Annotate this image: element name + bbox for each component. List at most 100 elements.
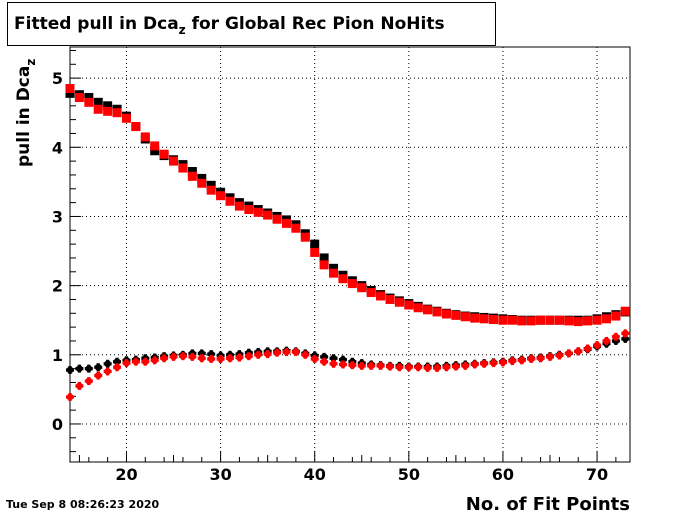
data-point-core (612, 333, 620, 341)
data-point-core (499, 359, 507, 366)
data-point (385, 294, 395, 304)
y-tick-label: 2 (52, 277, 63, 296)
data-point-core (414, 363, 422, 371)
data-point (479, 314, 489, 324)
data-point-core (85, 377, 93, 385)
data-point (225, 196, 235, 206)
data-point-core (76, 365, 83, 373)
data-point-core (123, 359, 130, 367)
data-point-core (518, 356, 526, 364)
data-point-core (141, 358, 149, 366)
data-point-core (339, 361, 347, 368)
data-point-core (386, 363, 394, 370)
data-point (74, 92, 84, 102)
data-point-core (113, 363, 121, 371)
data-point (253, 207, 263, 217)
data-point-core (330, 360, 337, 368)
data-point (404, 300, 414, 310)
data-point-core (283, 348, 290, 356)
data-point (300, 232, 310, 242)
data-point (470, 313, 480, 323)
data-point (460, 312, 470, 322)
data-point (498, 315, 508, 325)
data-point-core (207, 350, 215, 358)
data-point-core (113, 358, 121, 366)
data-point-core (603, 337, 610, 345)
series-0 (65, 88, 630, 325)
data-point-core (367, 362, 375, 370)
data-point (394, 297, 404, 307)
data-point (93, 97, 103, 107)
data-point-core (132, 358, 140, 366)
data-point-core (94, 363, 102, 371)
data-point-core (433, 364, 441, 372)
data-point-core (508, 357, 516, 365)
data-point-core (452, 363, 460, 370)
x-axis-label: No. of Fit Points (466, 494, 630, 514)
data-point (329, 268, 339, 278)
data-point (310, 247, 320, 257)
data-point (131, 122, 141, 132)
data-point-core (254, 351, 262, 359)
data-point-core (85, 365, 93, 373)
data-point-core (179, 352, 187, 360)
data-point-core (245, 352, 253, 360)
y-tick-label: 3 (52, 207, 63, 226)
data-point (187, 171, 197, 181)
data-point (376, 291, 386, 301)
data-point-core (621, 335, 629, 343)
timestamp: Tue Sep 8 08:26:23 2020 (6, 498, 160, 511)
data-point-core (301, 351, 309, 359)
data-point (554, 315, 564, 325)
data-point-core (537, 354, 544, 362)
data-point-core (170, 353, 177, 361)
data-point-core (292, 348, 300, 356)
data-point (489, 315, 499, 325)
data-point-core (565, 350, 573, 357)
data-point-core (584, 345, 592, 352)
data-point (84, 97, 94, 107)
data-point (65, 88, 75, 98)
data-point (611, 311, 621, 321)
data-point (197, 173, 207, 183)
y-tick-label: 0 (52, 415, 63, 434)
axis-ticks: 20 30 40 50 60 70 0 1 2 3 4 5 (52, 49, 617, 484)
data-point-core (574, 347, 582, 355)
data-point (197, 178, 207, 188)
x-tick-label: 40 (304, 465, 326, 484)
data-point-core (348, 361, 356, 369)
title-box: Fitted pull in Dcaz for Global Rec Pion … (7, 2, 496, 46)
data-point-core (405, 363, 413, 371)
data-point (507, 315, 517, 325)
data-series (65, 84, 630, 401)
data-point-core (160, 354, 168, 362)
data-point (620, 306, 630, 316)
data-point (206, 185, 216, 195)
data-point (573, 317, 583, 327)
data-point-core (320, 353, 328, 361)
data-point-core (188, 353, 196, 361)
data-point-core (339, 356, 347, 364)
data-point (413, 303, 423, 313)
data-point (159, 149, 169, 159)
data-point-core (151, 356, 159, 364)
data-point (187, 167, 197, 176)
y-axis-label: pull in Dcaz (14, 59, 38, 167)
data-point (451, 310, 461, 320)
data-point-core (66, 366, 74, 374)
x-tick-label: 60 (492, 465, 514, 484)
data-point (319, 253, 329, 263)
data-point-core (104, 360, 112, 368)
data-point (423, 305, 433, 315)
data-point (244, 205, 254, 215)
data-point-core (546, 353, 554, 361)
data-point-core (207, 355, 215, 363)
x-tick-label: 20 (115, 465, 137, 484)
data-point (592, 315, 602, 325)
series-1 (65, 84, 630, 327)
data-point-core (527, 355, 535, 363)
data-point (536, 315, 546, 325)
data-point (103, 101, 113, 111)
data-point (272, 214, 282, 224)
